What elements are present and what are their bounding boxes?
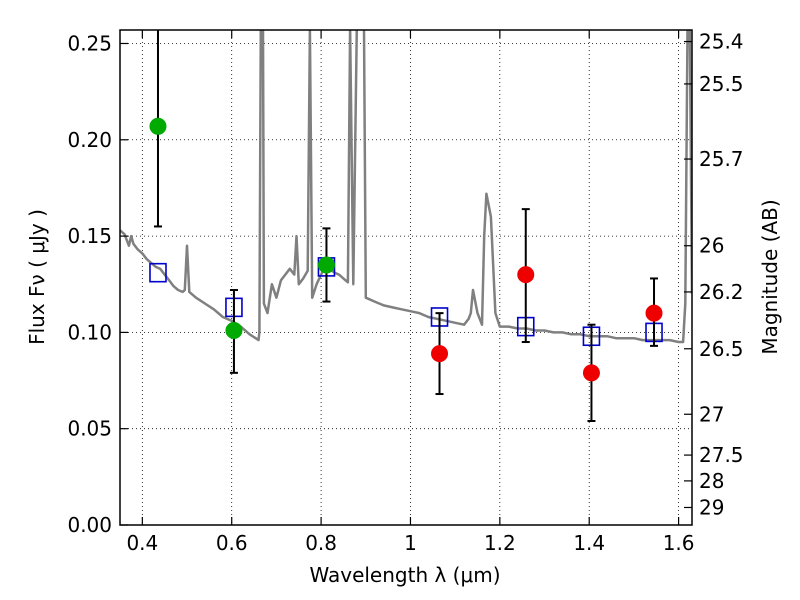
y-tick-label: 0.15 [67, 224, 112, 248]
x-tick-label: 1.6 [663, 531, 695, 555]
y-tick-label: 0.00 [67, 513, 112, 537]
grid-lines [120, 30, 692, 526]
plot-contents [120, 30, 692, 422]
y-tick-label: 0.20 [67, 128, 112, 152]
data-point [517, 266, 535, 284]
x-tick-label: 1.4 [573, 531, 605, 555]
y-tick-label: 0.05 [67, 417, 112, 441]
x-axis-ticks: 0.4 0.6 0.8 1 1.2 1.4 1.6 [126, 30, 695, 555]
y2-tick-label: 27.5 [699, 443, 744, 467]
y2-tick-label: 25.4 [699, 30, 744, 54]
data-point [645, 304, 663, 322]
plot-frame [119, 29, 693, 526]
x-tick-label: 1.2 [484, 531, 516, 555]
x-tick-label: 0.6 [216, 531, 248, 555]
spectrum-line [120, 30, 692, 344]
model-photometry-square [149, 262, 167, 283]
y-axis-label: Flux Fν ( μJy ) [25, 209, 49, 345]
x-tick-label: 1 [404, 531, 417, 555]
data-point [431, 345, 449, 363]
y2-tick-label: 25.7 [699, 147, 744, 171]
y2-tick-label: 29 [699, 495, 724, 519]
y2-tick-label: 26.5 [699, 337, 744, 361]
data-point [317, 256, 335, 274]
x-tick-label: 0.8 [305, 531, 337, 555]
y-tick-label: 0.10 [67, 320, 112, 344]
y2-tick-label: 25.5 [699, 72, 744, 96]
y2-tick-label: 27 [699, 402, 724, 426]
y2-tick-label: 26.2 [699, 280, 744, 304]
y2-axis-label: Magnitude (AB) [758, 199, 782, 354]
y-axis-ticks: 0.00 0.05 0.10 0.15 0.20 0.25 [67, 31, 128, 537]
y-tick-label: 0.25 [67, 31, 112, 55]
y2-tick-label: 28 [699, 469, 724, 493]
data-point [149, 117, 167, 135]
x-tick-label: 0.4 [126, 531, 158, 555]
data-point [225, 321, 243, 339]
x-axis-label: Wavelength λ (μm) [309, 563, 500, 587]
data-point [582, 364, 600, 382]
y2-tick-label: 26 [699, 234, 724, 258]
